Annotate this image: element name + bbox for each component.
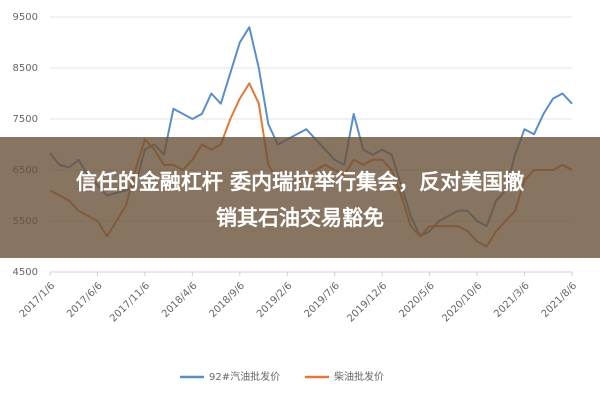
x-tick-label: 2021/3/6 bbox=[492, 280, 532, 320]
x-tick-label: 2019/2/6 bbox=[255, 280, 295, 320]
caption-text: 信任的金融杠杆 委内瑞拉举行集会，反对美国撤 bbox=[76, 170, 524, 194]
x-tick-label: 2021/8/6 bbox=[540, 280, 580, 320]
y-tick-label: 8500 bbox=[13, 63, 38, 74]
caption-text: 销其石油交易豁免 bbox=[216, 206, 384, 230]
legend-label: 92#汽油批发价 bbox=[209, 370, 280, 383]
x-tick-label: 2020/5/6 bbox=[397, 280, 437, 320]
y-tick-label: 9500 bbox=[13, 12, 38, 23]
caption-band bbox=[0, 137, 600, 258]
x-tick-label: 2019/7/6 bbox=[302, 280, 342, 320]
legend-label: 柴油批发价 bbox=[334, 370, 384, 383]
y-tick-label: 7500 bbox=[13, 114, 38, 125]
x-tick-label: 2020/10/6 bbox=[440, 280, 484, 324]
x-tick-label: 2018/4/6 bbox=[160, 280, 200, 320]
x-tick-label: 2017/11/6 bbox=[108, 280, 152, 324]
x-tick-label: 2017/1/6 bbox=[18, 280, 58, 320]
x-tick-label: 2017/6/6 bbox=[65, 280, 105, 320]
y-tick-label: 4500 bbox=[13, 267, 38, 278]
x-tick-label: 2018/9/6 bbox=[208, 280, 248, 320]
x-tick-label: 2019/12/6 bbox=[345, 280, 389, 324]
